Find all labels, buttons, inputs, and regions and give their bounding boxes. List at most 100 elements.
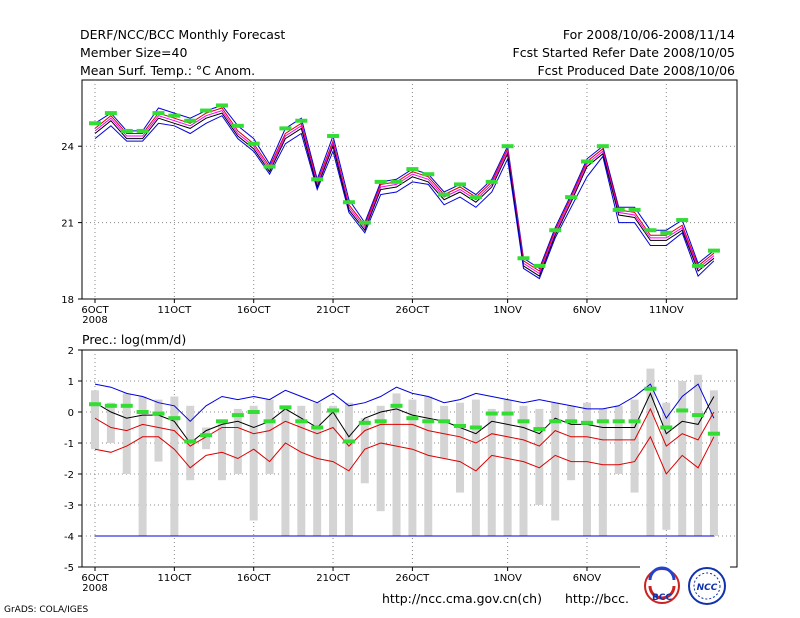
spread-bar: [106, 402, 115, 443]
prec-ensemble-marker: [676, 408, 689, 413]
header-produced-date: Fcst Produced Date 2008/10/06: [537, 63, 735, 78]
prec-ensemble-marker: [104, 403, 117, 408]
prec-ensemble-marker: [136, 410, 149, 414]
spread-bar: [598, 408, 607, 536]
spread-bar: [138, 396, 147, 536]
temp-ensemble-marker: [469, 195, 482, 200]
prec-ensemble-marker: [549, 419, 562, 424]
temp-series-min: [94, 115, 715, 280]
prec-xtick-label: 21OCT: [316, 573, 351, 584]
temp-ensemble-marker: [596, 144, 609, 149]
temp-ensemble-marker: [136, 128, 149, 133]
spread-bar: [376, 405, 385, 512]
url-bcc[interactable]: http://bcc.: [565, 591, 629, 606]
prec-ensemble-marker: [501, 411, 514, 416]
prec-ensemble-marker: [612, 419, 625, 424]
prec-ensemble-marker: [485, 411, 498, 416]
spread-bar: [313, 402, 322, 536]
prec-ensemble-marker: [152, 411, 165, 416]
prec-ensemble-marker: [327, 408, 340, 413]
temp-ensemble-marker: [263, 164, 276, 169]
bcc-logo-text: BCC: [652, 593, 672, 603]
prec-ensemble-marker: [263, 419, 276, 424]
spread-bar: [233, 408, 242, 474]
temp-ensemble-marker: [184, 118, 197, 123]
temp-ytick-label: 18: [61, 295, 74, 306]
prec-ensemble-marker: [200, 433, 213, 438]
temp-ensemble-marker: [120, 128, 133, 133]
url-ncc[interactable]: http://ncc.cma.gov.cn(ch): [382, 591, 542, 606]
spread-bar: [709, 390, 718, 536]
temp-ensemble-marker: [374, 179, 387, 184]
spread-bar: [170, 396, 179, 536]
spread-bar: [503, 399, 512, 536]
prec-ytick-label: -5: [64, 563, 74, 574]
spread-bar: [329, 405, 338, 536]
temp-ensemble-marker: [327, 134, 340, 139]
temp-ensemble-marker: [152, 111, 165, 116]
temp-series-max: [94, 104, 715, 270]
prec-ensemble-marker: [596, 419, 609, 424]
spread-bar: [217, 421, 226, 481]
temp-xtick-label: 16OCT: [237, 305, 272, 316]
spread-bar: [202, 427, 211, 450]
grads-credit: GrADS: COLA/IGES: [4, 605, 88, 615]
temp-ensemble-marker: [517, 256, 530, 261]
spread-bar: [265, 399, 274, 474]
prec-ensemble-marker: [311, 425, 324, 430]
prec-ensemble-marker: [580, 420, 593, 425]
temp-xtick-sublabel: 2008: [82, 315, 107, 326]
prec-ytick-label: -2: [64, 470, 74, 481]
ncc-logo-text: NCC: [697, 583, 718, 593]
temp-ensemble-marker: [644, 228, 657, 233]
prec-ensemble-marker: [247, 410, 260, 414]
temp-ensemble-marker: [295, 118, 308, 123]
ncc-logo: NCC: [688, 567, 726, 605]
temp-ensemble-marker: [454, 182, 467, 187]
prec-xtick-label: 6OCT: [81, 573, 109, 584]
temp-ensemble-marker: [390, 179, 403, 184]
temp-xtick-label: 1NOV: [493, 305, 522, 316]
spread-bar: [408, 399, 417, 536]
prec-series-upper: [94, 407, 715, 447]
prec-ensemble-marker: [390, 403, 403, 408]
temp-ensemble-marker: [485, 179, 498, 184]
temp-ensemble-marker: [358, 220, 371, 225]
spread-bar: [551, 402, 560, 521]
temp-ensemble-marker: [406, 167, 419, 172]
temp-ensemble-marker: [676, 218, 689, 223]
temp-ensemble-marker: [311, 177, 324, 182]
temp-ensemble-marker: [501, 144, 514, 149]
temp-ensemble-marker: [692, 263, 705, 268]
temp-ensemble-marker: [549, 228, 562, 233]
prec-ytick-label: -3: [64, 501, 74, 512]
header-variable: Mean Surf. Temp.: °C Anom.: [80, 63, 255, 78]
prec-ytick-label: -4: [64, 532, 74, 543]
prec-ensemble-marker: [660, 425, 673, 430]
temp-ensemble-marker: [612, 207, 625, 212]
prec-ensemble-marker: [628, 419, 641, 424]
spread-bar: [392, 393, 401, 536]
prec-series-max: [94, 383, 715, 422]
prec-ensemble-marker: [342, 439, 355, 444]
header-period: For 2008/10/06-2008/11/14: [563, 27, 735, 42]
spread-bar: [471, 399, 480, 536]
prec-xtick-label: 11OCT: [158, 573, 193, 584]
temp-ensemble-marker: [200, 108, 213, 113]
spread-bar: [91, 390, 99, 450]
temp-ensemble-marker: [215, 103, 228, 108]
temp-ensemble-marker: [580, 159, 593, 164]
spread-bar: [297, 405, 306, 536]
spread-bar: [249, 405, 258, 521]
temp-ensemble-marker: [104, 111, 117, 116]
spread-bar: [582, 402, 591, 536]
prec-ensemble-marker: [168, 416, 181, 421]
spread-bar: [487, 408, 496, 536]
spread-bar: [678, 381, 687, 536]
temp-ytick-label: 21: [61, 219, 74, 230]
prec-ensemble-marker: [358, 420, 371, 425]
prec-ensemble-marker: [231, 413, 244, 418]
temp-ensemble-marker: [231, 123, 244, 128]
temp-ensemble-marker: [438, 192, 451, 197]
